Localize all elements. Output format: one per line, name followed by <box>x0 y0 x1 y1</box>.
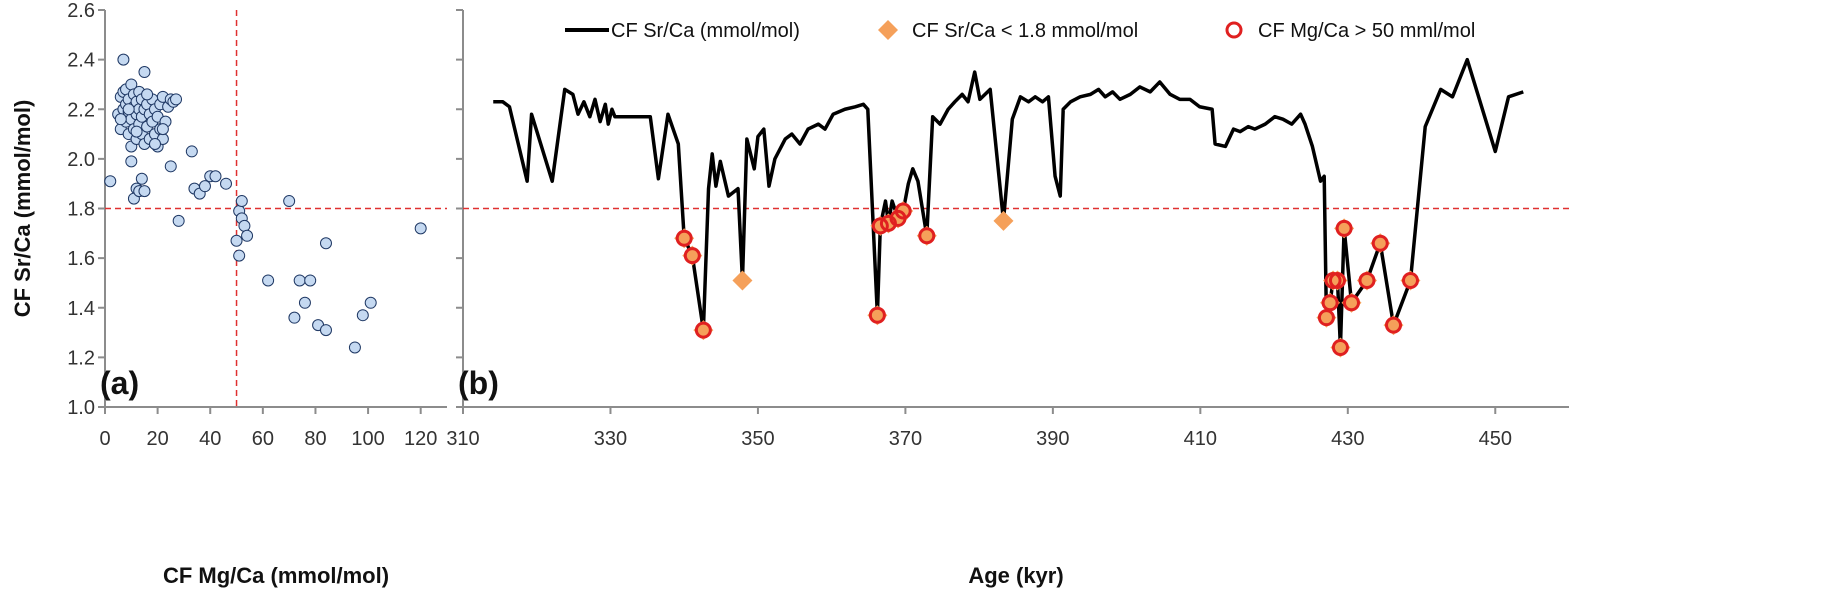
scatter-point <box>141 88 154 101</box>
y-tick-label: 1.2 <box>67 347 95 369</box>
x-tick-label: 60 <box>252 428 274 450</box>
scatter-point <box>298 296 311 309</box>
legend-label: CF Mg/Ca > 50 mml/mol <box>1258 20 1475 42</box>
x-tick-label: 80 <box>304 428 326 450</box>
scatter-point <box>288 311 301 324</box>
legend-item: CF Sr/Ca < 1.8 mmol/mol <box>878 20 1138 42</box>
scatter-point <box>164 160 177 173</box>
scatter-point <box>356 309 369 322</box>
x-tick-label: 120 <box>404 428 437 450</box>
circle-marker <box>1401 271 1419 289</box>
y-tick-label: 2.0 <box>67 149 95 171</box>
y-tick-label: 1.0 <box>67 397 95 419</box>
diamond-marker <box>732 270 753 291</box>
x-tick-label: 20 <box>146 428 168 450</box>
circle-marker <box>1317 309 1335 327</box>
x-tick-label: 390 <box>1036 428 1069 450</box>
circle-marker <box>1328 271 1346 289</box>
scatter-point <box>122 103 135 116</box>
x-tick-label: 350 <box>741 428 774 450</box>
y-tick-label: 2.4 <box>67 50 95 72</box>
scatter-point <box>220 177 233 190</box>
legend-label: CF Sr/Ca (mmol/mol) <box>611 20 800 42</box>
x-tick-label: 100 <box>351 428 384 450</box>
scatter-point <box>414 222 427 235</box>
legend-label: CF Sr/Ca < 1.8 mmol/mol <box>912 20 1138 42</box>
diamond-marker <box>878 20 898 40</box>
circle-marker <box>894 202 912 220</box>
x-tick-label: 430 <box>1331 428 1364 450</box>
x-tick-label: 310 <box>446 428 479 450</box>
scatter-point <box>283 195 296 208</box>
circle-marker <box>871 217 889 235</box>
scatter-point <box>156 123 169 136</box>
y-tick-label: 2.2 <box>67 99 95 121</box>
scatter-point <box>304 274 317 287</box>
scatter-point <box>241 229 254 242</box>
scatter-point <box>319 237 332 250</box>
circle-marker <box>1385 316 1403 334</box>
scatter-point <box>198 180 211 193</box>
x-axis-title: CF Mg/Ca (mmol/mol) <box>163 563 389 588</box>
circle-marker <box>675 229 693 247</box>
scatter-point <box>209 170 222 183</box>
circle-marker <box>694 321 712 339</box>
diamond-marker <box>993 210 1014 231</box>
scatter-point <box>364 296 377 309</box>
x-tick-label: 0 <box>99 428 110 450</box>
scatter-point <box>235 195 248 208</box>
scatter-point <box>233 249 246 262</box>
scatter-point <box>262 274 275 287</box>
x-tick-label: 370 <box>889 428 922 450</box>
y-tick-label: 1.8 <box>67 199 95 221</box>
x-tick-label: 40 <box>199 428 221 450</box>
legend-item: CF Mg/Ca > 50 mml/mol <box>1225 20 1475 42</box>
scatter-point <box>114 113 127 126</box>
scatter-point <box>170 93 183 106</box>
legend-item: CF Sr/Ca (mmol/mol) <box>565 20 800 42</box>
circle-marker <box>1358 271 1376 289</box>
scatter-point <box>135 172 148 185</box>
scatter-point <box>138 66 151 79</box>
circle-marker <box>1321 294 1339 312</box>
scatter-point <box>148 137 161 150</box>
circle-marker <box>1371 234 1389 252</box>
scatter-point <box>138 185 151 198</box>
x-tick-label: 450 <box>1479 428 1512 450</box>
circle-marker <box>1335 219 1353 237</box>
circle-marker <box>918 227 936 245</box>
y-tick-label: 1.4 <box>67 298 95 320</box>
scatter-point <box>172 214 185 227</box>
x-tick-label: 410 <box>1184 428 1217 450</box>
scatter-point <box>293 274 306 287</box>
scatter-point <box>319 324 332 337</box>
scatter-point <box>104 175 117 188</box>
circle-marker <box>1331 338 1349 356</box>
circle-marker <box>683 247 701 265</box>
scatter-point <box>117 53 130 66</box>
panel-label: (b) <box>458 365 499 401</box>
y-tick-label: 2.6 <box>67 0 95 22</box>
x-axis-title: Age (kyr) <box>968 563 1063 588</box>
scatter-point <box>230 234 243 247</box>
series-line <box>493 57 1524 350</box>
circle-marker <box>1225 21 1243 39</box>
x-tick-label: 330 <box>594 428 627 450</box>
scatter-point <box>125 155 138 168</box>
y-tick-label: 1.6 <box>67 248 95 270</box>
circle-marker <box>1342 294 1360 312</box>
panel-label: (a) <box>100 365 139 401</box>
scatter-point <box>238 219 251 232</box>
circle-marker <box>868 306 886 324</box>
y-axis-title: CF Sr/Ca (mmol/mol) <box>10 100 35 318</box>
scatter-point <box>348 341 361 354</box>
scatter-point <box>185 145 198 158</box>
scatter-point <box>130 125 143 138</box>
